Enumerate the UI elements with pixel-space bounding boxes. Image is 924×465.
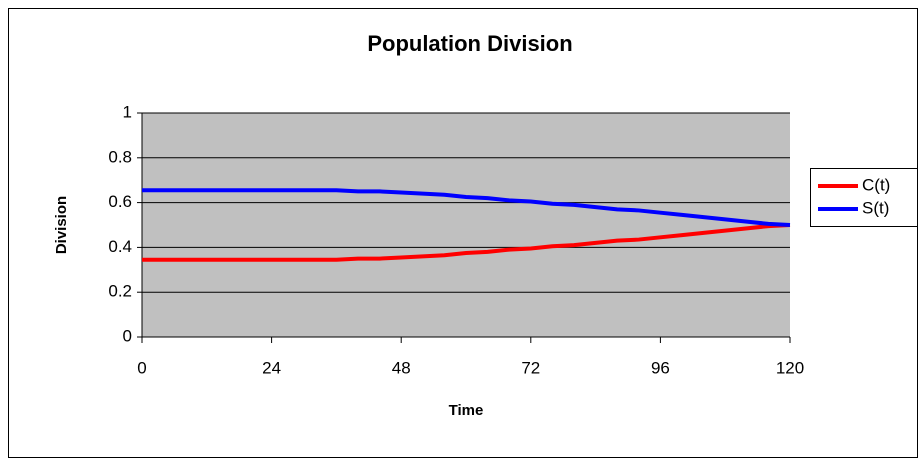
data-line bbox=[142, 223, 791, 262]
x-tick-label: 48 bbox=[392, 358, 411, 377]
chart-title: Population Division bbox=[367, 31, 572, 56]
x-tick-label: 72 bbox=[521, 358, 540, 377]
y-tick-label: 0 bbox=[123, 326, 132, 345]
y-tick-label: 1 bbox=[123, 102, 132, 121]
x-tick-label: 0 bbox=[137, 358, 146, 377]
y-tick-label: 0.4 bbox=[108, 237, 132, 256]
x-tick-label: 120 bbox=[776, 358, 804, 377]
y-tick-label: 0.6 bbox=[108, 192, 132, 211]
legend-label: C(t) bbox=[862, 175, 890, 194]
legend-box bbox=[810, 168, 918, 227]
plot-area bbox=[142, 113, 790, 337]
legend-label: S(t) bbox=[862, 198, 889, 217]
y-axis-title: Division bbox=[53, 196, 70, 254]
x-tick-label: 24 bbox=[262, 358, 281, 377]
data-line bbox=[142, 188, 791, 227]
y-tick-label: 0.2 bbox=[108, 282, 132, 301]
x-tick-label: 96 bbox=[651, 358, 670, 377]
y-tick-label: 0.8 bbox=[108, 147, 132, 166]
x-axis-title: Time bbox=[449, 402, 484, 419]
